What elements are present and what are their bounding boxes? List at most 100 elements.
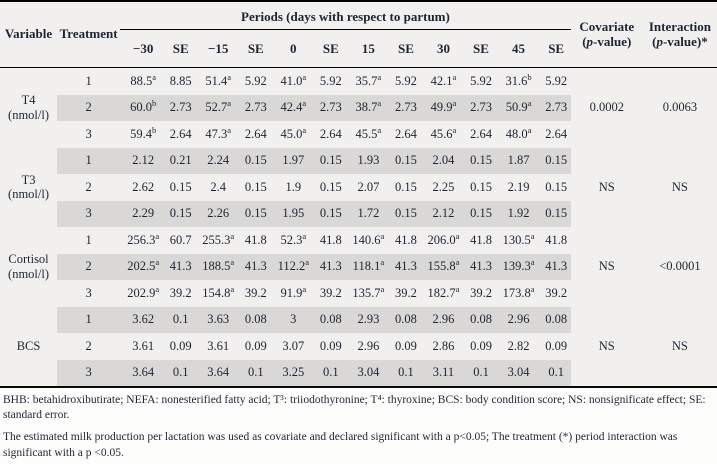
treatment-cell: 3	[57, 200, 121, 227]
interaction-pvalue: 0.0063	[642, 67, 717, 148]
data-cell: 0.15	[466, 147, 496, 174]
covariate-pvalue: NS	[598, 179, 615, 194]
data-cell: 1.9	[285, 179, 302, 194]
table-row: Cortisol (nmol/l) 1 256.3a 60.7 255.3a 41.8 52.…	[0, 227, 717, 280]
data-cell: 3.64	[195, 359, 242, 386]
data-cell: 5.92	[466, 67, 496, 95]
data-cell: 41.8	[394, 232, 417, 247]
data-cell: 2.73	[316, 94, 346, 121]
data-cell: 2.64	[470, 126, 492, 141]
table-row: BCS 1 3.62 0.1 3.63 0.08 3 0.08 2.93 0.08 2.96 0.08…	[0, 306, 717, 353]
data-cell: 0.1	[241, 359, 271, 386]
data-cell: 155.8a	[420, 253, 467, 280]
interaction-pvalue: NS	[671, 179, 688, 194]
data-cell: 5.92	[241, 67, 271, 95]
data-cell: 0.08	[541, 306, 571, 333]
data-cell: 0.09	[394, 338, 417, 353]
data-cell: 182.7a	[427, 283, 460, 300]
covariate-pvalue: 0.0002	[570, 67, 643, 148]
data-cell: 2.93	[345, 306, 392, 333]
col-header-period-1: SE	[172, 40, 189, 56]
data-cell: 2.96	[495, 306, 542, 333]
data-cell: 41.3	[241, 253, 271, 280]
interaction-pvalue: <0.0001	[659, 259, 701, 274]
col-header-treatment: Treatment	[59, 26, 118, 42]
data-cell: 3.61	[132, 338, 155, 353]
data-cell: 2.64	[169, 126, 192, 141]
col-header-period-5: SE	[322, 40, 339, 56]
covariate-pvalue: NS	[598, 338, 615, 353]
data-cell: 118.1a	[345, 253, 392, 280]
table-row: 3 202.9a 39.2 154.8a 39.2 91.9a 39.2 135.7a 39.2…	[0, 280, 717, 307]
data-cell: 41.3	[391, 253, 421, 280]
data-cell: 39.2	[545, 285, 568, 300]
table-row: T4 (nmol/l) 1 88.5a 8.85 51.4a 5.92 41.0a 5.92 35…	[0, 67, 717, 148]
data-cell: 8.85	[166, 67, 196, 95]
table-body: T4 (nmol/l) 1 88.5a 8.85 51.4a 5.92 41.0a 5.92 35…	[0, 67, 717, 386]
table-row: 2 2.62 0.15 2.4 0.15 1.9 0.15 2.07 0.15 2.25 0.15 2…	[0, 174, 717, 201]
data-cell: 41.0a	[270, 67, 317, 95]
data-cell: 52.3a	[280, 230, 307, 247]
table-row: 2 202.5a 41.3 188.5a 41.3 112.2a 41.3 118.1a 41.…	[0, 253, 717, 280]
data-cell: 2.73	[241, 94, 271, 121]
data-cell: 1.97	[270, 147, 317, 174]
col-header-period-11: SE	[548, 40, 565, 56]
col-header-period-6: 15	[361, 40, 375, 56]
data-cell: 5.92	[541, 67, 571, 95]
data-cell: 0.1	[541, 359, 571, 386]
data-cell: 1.92	[495, 200, 542, 227]
data-cell: 3.25	[270, 359, 317, 386]
data-cell: 2.12	[420, 200, 467, 227]
data-cell: 0.15	[169, 179, 192, 194]
variable-label: T3 (nmol/l)	[8, 172, 50, 202]
data-cell: 60.7	[169, 232, 192, 247]
data-cell: 2.96	[420, 306, 467, 333]
data-cell: 0.1	[316, 359, 346, 386]
data-cell: 45.5a	[355, 124, 382, 141]
col-header-period-10: 45	[512, 40, 526, 56]
data-cell: 41.3	[466, 253, 496, 280]
data-cell: 5.92	[316, 67, 346, 95]
col-header-interaction: Interaction (p-value)*	[643, 2, 717, 68]
treatment-cell: 2	[85, 179, 92, 194]
data-cell: 88.5a	[120, 67, 167, 95]
data-cell: 112.2a	[270, 253, 317, 280]
col-header-period-0: −30	[132, 40, 154, 56]
data-cell: 42.4a	[270, 94, 317, 121]
data-cell: 2.07	[357, 179, 380, 194]
data-cell: 2.64	[319, 126, 342, 141]
data-cell: 130.5a	[502, 230, 535, 247]
data-cell: 202.5a	[120, 253, 167, 280]
covariate-label: Covariate	[579, 18, 635, 34]
data-cell: 0.1	[166, 359, 196, 386]
col-header-covariate: Covariate (p-value)	[571, 2, 643, 68]
data-cell: 0.1	[166, 306, 196, 333]
data-cell: 2.73	[391, 94, 421, 121]
data-cell: 52.7a	[195, 94, 242, 121]
data-cell: 0.09	[545, 338, 568, 353]
data-cell: 2.64	[244, 126, 267, 141]
data-cell: 1.95	[270, 200, 317, 227]
data-cell: 47.3a	[205, 124, 232, 141]
data-cell: 0.09	[470, 338, 492, 353]
data-cell: 0.15	[316, 147, 346, 174]
data-cell: 45.0a	[280, 124, 307, 141]
table-row: 3 2.29 0.15 2.26 0.15 1.95 0.15 1.72 0.15 2.12 0.1…	[0, 200, 717, 227]
results-table: Variable Treatment Periods (days with re…	[0, 2, 717, 386]
data-cell: 0.08	[316, 306, 346, 333]
data-cell: 0.15	[241, 147, 271, 174]
footnote-abbreviations: BHB: betahidroxibutirate; NEFA: nonester…	[3, 394, 706, 422]
treatment-cell: 1	[57, 147, 121, 174]
covariate-pvalue: NS	[598, 259, 615, 274]
data-cell: 206.0a	[427, 230, 460, 247]
data-cell: 51.4a	[195, 67, 242, 95]
data-cell: 2.73	[541, 94, 571, 121]
col-header-variable: Variable	[4, 26, 53, 42]
data-cell: 50.9a	[495, 94, 542, 121]
data-cell: 140.6a	[352, 230, 385, 247]
data-cell: 59.4b	[130, 124, 157, 141]
table-row: 2 3.61 0.09 3.61 0.09 3.07 0.09 2.96 0.09 2.86 0.0…	[0, 333, 717, 360]
data-cell: 2.73	[166, 94, 196, 121]
data-cell: 3.11	[420, 359, 467, 386]
table-row: 2 60.0b 2.73 52.7a 2.73 42.4a 2.73 38.7a 2.73 49.…	[0, 94, 717, 121]
